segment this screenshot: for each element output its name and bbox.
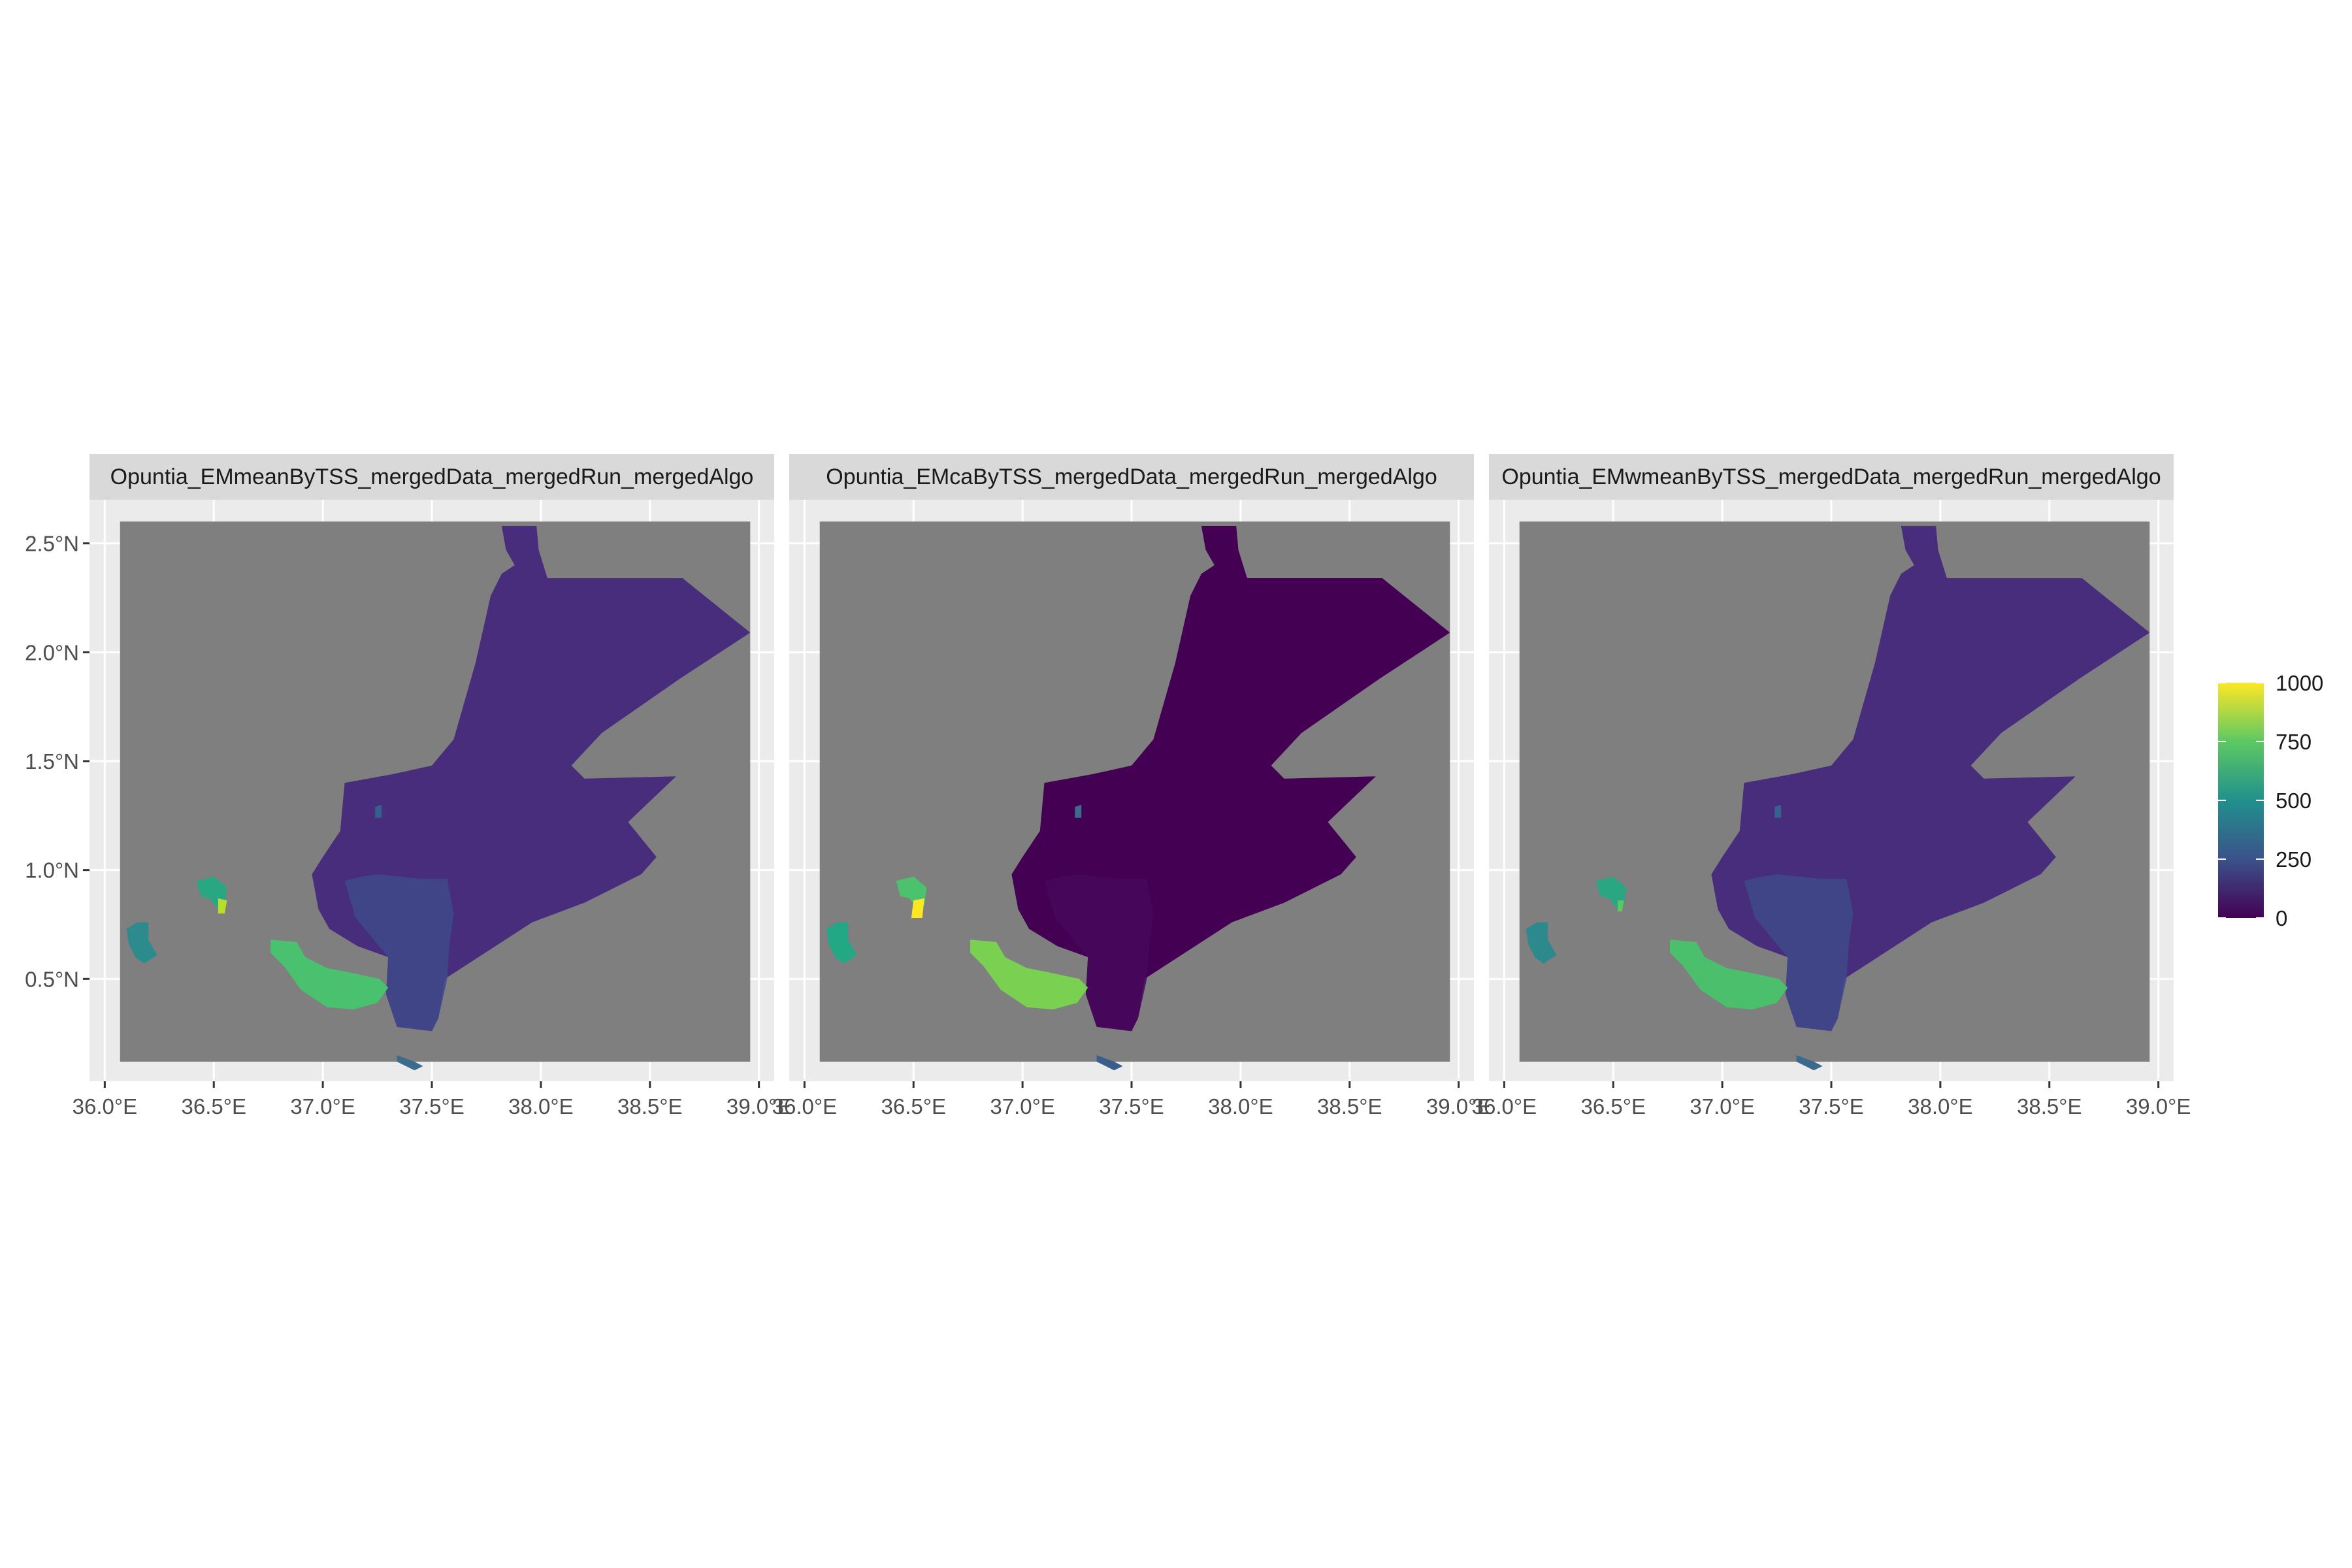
facet-strip-label: Opuntia_EMcaByTSS_mergedData_mergedRun_m… bbox=[826, 465, 1437, 489]
x-tick-label: 39.0°E bbox=[727, 1094, 791, 1119]
y-tick-label: 1.5°N bbox=[25, 749, 79, 774]
facet-strip bbox=[789, 454, 1474, 500]
south-tail bbox=[1096, 1055, 1123, 1071]
southwest-patch bbox=[970, 939, 1088, 1009]
facet-strip-label: Opuntia_EMmeanByTSS_mergedData_mergedRun… bbox=[110, 465, 754, 489]
southwest-patch bbox=[270, 939, 389, 1009]
x-tick-label: 39.0°E bbox=[1426, 1094, 1491, 1119]
y-tick-label: 0.5°N bbox=[25, 967, 79, 991]
small-lake bbox=[375, 804, 382, 818]
small-lake bbox=[1075, 804, 1082, 818]
colorbar-legend: 0 250 500 750 1000 bbox=[2218, 671, 2323, 930]
x-tick-label: 38.0°E bbox=[1908, 1094, 1972, 1119]
south-region bbox=[344, 874, 454, 1032]
x-tick-label: 37.5°E bbox=[1799, 1094, 1863, 1119]
x-tick-label: 37.5°E bbox=[1099, 1094, 1164, 1119]
x-tick-label: 38.5°E bbox=[2017, 1094, 2082, 1119]
x-tick-label: 36.0°E bbox=[73, 1094, 137, 1119]
x-tick-label: 37.5°E bbox=[399, 1094, 464, 1119]
south-region bbox=[1744, 874, 1854, 1032]
colorbar-label: 750 bbox=[2276, 730, 2311, 754]
small-lake bbox=[1774, 804, 1782, 818]
map-panel-ca: Opuntia_EMcaByTSS_mergedData_mergedRun_m… bbox=[772, 454, 1491, 1119]
high-value-patch bbox=[1617, 900, 1624, 911]
x-tick-label: 38.5°E bbox=[617, 1094, 682, 1119]
facet-strip bbox=[1489, 454, 2174, 500]
west-patch bbox=[126, 922, 157, 964]
x-tick-label: 36.0°E bbox=[1472, 1094, 1537, 1119]
west-patch bbox=[826, 922, 857, 964]
high-value-patch bbox=[218, 898, 227, 914]
map-panel-mean: Opuntia_EMmeanByTSS_mergedData_mergedRun… bbox=[73, 454, 791, 1119]
south-tail bbox=[397, 1055, 423, 1071]
colorbar-label: 250 bbox=[2276, 847, 2311, 872]
x-tick-label: 37.0°E bbox=[1690, 1094, 1754, 1119]
south-region bbox=[1044, 874, 1154, 1032]
x-tick-label: 37.0°E bbox=[990, 1094, 1054, 1119]
x-tick-label: 37.0°E bbox=[290, 1094, 355, 1119]
x-tick-label: 38.0°E bbox=[1208, 1094, 1273, 1119]
x-tick-label: 38.5°E bbox=[1317, 1094, 1382, 1119]
colorbar-label: 500 bbox=[2276, 789, 2311, 813]
high-value-patch bbox=[911, 898, 924, 918]
facet-strip bbox=[90, 454, 774, 500]
x-tick-label: 38.0°E bbox=[508, 1094, 573, 1119]
x-tick-label: 36.5°E bbox=[1581, 1094, 1646, 1119]
x-tick-label: 36.0°E bbox=[772, 1094, 837, 1119]
facet-strip-label: Opuntia_EMwmeanByTSS_mergedData_mergedRu… bbox=[1501, 465, 2161, 489]
south-tail bbox=[1796, 1055, 1823, 1071]
map-panel-wmean: Opuntia_EMwmeanByTSS_mergedData_mergedRu… bbox=[1472, 454, 2191, 1119]
y-tick-label: 2.0°N bbox=[25, 640, 79, 664]
x-tick-label: 36.5°E bbox=[182, 1094, 246, 1119]
colorbar-label: 0 bbox=[2276, 906, 2287, 930]
x-tick-label: 36.5°E bbox=[881, 1094, 946, 1119]
west-patch bbox=[1526, 922, 1557, 964]
y-tick-label: 1.0°N bbox=[25, 858, 79, 883]
y-tick-label: 2.5°N bbox=[25, 532, 79, 556]
colorbar-label: 1000 bbox=[2276, 671, 2323, 695]
x-tick-label: 39.0°E bbox=[2126, 1094, 2191, 1119]
southwest-patch bbox=[1670, 939, 1788, 1009]
